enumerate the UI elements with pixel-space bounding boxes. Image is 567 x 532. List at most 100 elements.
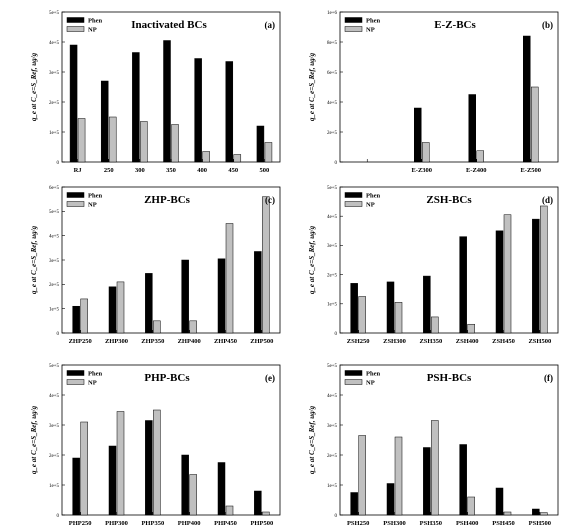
y-tick-label: 5e+5: [49, 11, 60, 16]
bar-np: [80, 298, 88, 334]
y-tick-label: 2e+5: [327, 454, 338, 459]
bar-phen: [163, 40, 171, 163]
chart-panel-a: 0 1e+5 2e+5 3e+5 4e+5 5e+5 q_e at C_e=S_Ref, u…: [30, 11, 281, 174]
x-tick-label: PSH500: [529, 520, 551, 527]
y-tick-label: 2e+5: [49, 283, 60, 288]
legend-label: NP: [366, 27, 375, 34]
x-tick-label: 300: [135, 167, 145, 174]
bar-np: [358, 296, 366, 334]
x-tick-label: 350: [166, 167, 176, 174]
y-tick-label: 3e+5: [49, 71, 60, 76]
panel-label: (d): [542, 195, 553, 205]
x-tick-label: E-Z300: [411, 167, 432, 174]
bar-phen: [72, 305, 80, 334]
x-tick-label: PHP350: [141, 520, 164, 527]
y-tick-label: 0: [335, 332, 338, 337]
x-tick-label: 250: [104, 167, 114, 174]
legend-label: NP: [88, 202, 97, 209]
legend-label: Phen: [366, 371, 380, 378]
bar-np: [225, 505, 234, 516]
y-tick-label: 2e+5: [327, 273, 338, 278]
bar-np: [264, 142, 273, 163]
legend-label: NP: [366, 202, 375, 209]
x-tick-label: E-Z500: [520, 167, 541, 174]
bar-np: [77, 118, 86, 163]
y-axis-label: q_e at C_e=S_Ref, ug/g: [30, 225, 38, 294]
bar-phen: [523, 35, 531, 163]
legend-swatch: [344, 379, 363, 385]
bar-np: [431, 316, 439, 334]
bar-phen: [495, 230, 504, 334]
x-tick-label: ZHP350: [141, 338, 164, 345]
bar-phen: [108, 445, 117, 516]
bar-np: [431, 420, 439, 516]
plot-frame: [339, 11, 559, 163]
bar-np: [476, 150, 484, 163]
bar-phen: [181, 454, 189, 516]
panel-title: ZSH-BCs: [426, 194, 472, 206]
y-tick-label: 5e+5: [49, 364, 60, 369]
y-tick-label: 0: [57, 161, 60, 166]
bar-phen: [532, 508, 540, 516]
bar-np: [358, 435, 366, 516]
plot-frame: [339, 364, 559, 516]
y-tick-label: 1e+5: [49, 307, 60, 312]
x-tick-label: ZSH450: [492, 338, 515, 345]
y-tick-label: 1e+5: [327, 303, 338, 308]
chart-panel-c: 0 1e+5 2e+5 3e+5 4e+5 5e+5 6e+5 q_e at C_e=S_Re…: [30, 186, 281, 345]
x-tick-label: ZSH500: [528, 338, 551, 345]
panel-title: PSH-BCs: [427, 372, 472, 384]
y-tick-label: 2e+5: [49, 454, 60, 459]
x-tick-label: PSH400: [456, 520, 478, 527]
bar-np: [394, 436, 403, 516]
bar-np: [153, 409, 161, 516]
legend-label: Phen: [366, 193, 380, 200]
bar-phen: [468, 94, 476, 163]
bar-np: [80, 421, 88, 516]
bar-np: [503, 214, 512, 334]
panel-label: (e): [265, 373, 275, 383]
bar-np: [189, 320, 197, 334]
legend-swatch: [344, 26, 363, 32]
bar-np: [394, 302, 403, 334]
x-tick-label: ZSH350: [419, 338, 442, 345]
y-tick-label: 3e+5: [327, 424, 338, 429]
panel-title: ZHP-BCs: [144, 194, 191, 206]
bar-phen: [414, 107, 422, 163]
x-tick-label: ZHP500: [250, 338, 273, 345]
y-tick-label: 3e+5: [49, 259, 60, 264]
bar-phen: [423, 275, 431, 334]
y-tick-label: 1e+5: [49, 484, 60, 489]
y-tick-label: 1e+5: [327, 484, 338, 489]
legend-label: NP: [366, 380, 375, 387]
bar-phen: [459, 444, 467, 516]
bar-phen: [217, 258, 226, 334]
chart-panel-b: 0 2e+5 4e+5 6e+5 8e+5 1e+6 q_e at C_e=S_Ref, u…: [308, 11, 559, 174]
x-tick-label: ZHP450: [214, 338, 237, 345]
bar-np: [116, 281, 125, 334]
legend-label: Phen: [88, 18, 102, 25]
x-tick-label: 400: [197, 167, 207, 174]
bar-phen: [72, 457, 80, 516]
panel-label: (c): [265, 195, 275, 205]
bar-np: [189, 474, 197, 516]
x-tick-label: ZHP250: [69, 338, 92, 345]
x-tick-label: PHP300: [105, 520, 128, 527]
bar-np: [531, 86, 539, 163]
bar-np: [171, 124, 179, 163]
legend-swatch: [66, 192, 85, 198]
legend-label: Phen: [88, 193, 102, 200]
bar-np: [262, 196, 270, 334]
bar-phen: [256, 125, 265, 163]
y-tick-label: 4e+5: [327, 394, 338, 399]
x-tick-label: PHP450: [214, 520, 237, 527]
legend-swatch: [344, 192, 363, 198]
y-tick-label: 2e+5: [49, 101, 60, 106]
bar-phen: [100, 80, 109, 163]
legend-swatch: [66, 370, 85, 376]
y-tick-label: 5e+5: [49, 210, 60, 215]
bar-np: [467, 323, 475, 334]
bar-np: [262, 511, 270, 516]
bar-np: [233, 154, 242, 163]
